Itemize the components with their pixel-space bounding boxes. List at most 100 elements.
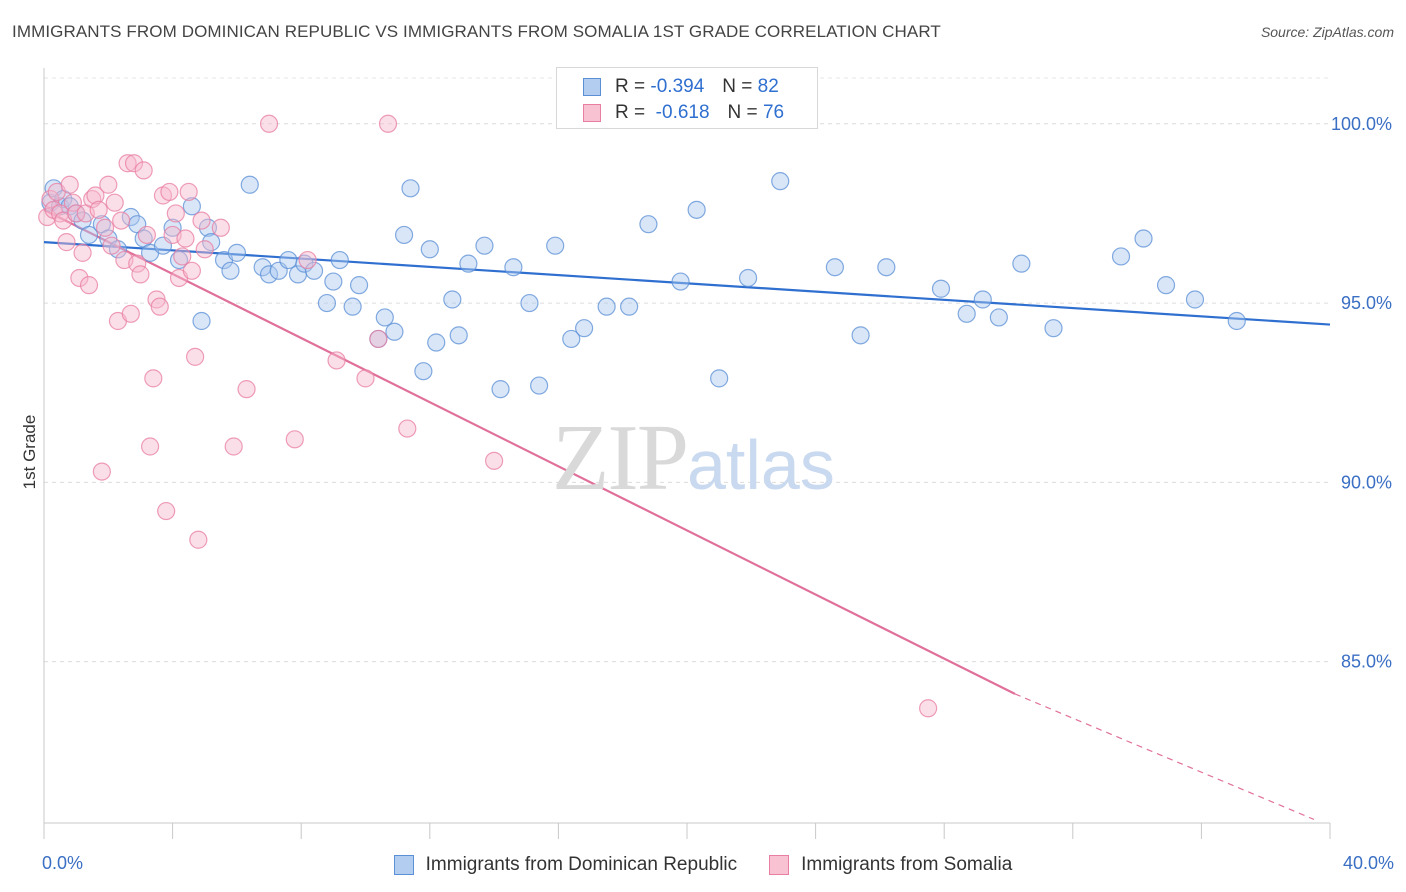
point-dominican <box>520 293 539 313</box>
legend-n-label: N = <box>727 102 758 123</box>
point-dominican <box>1044 319 1063 338</box>
point-dominican <box>973 290 992 309</box>
y-tick-label: 85.0% <box>1341 652 1392 672</box>
point-somalia <box>919 699 938 718</box>
point-dominican <box>304 261 324 280</box>
point-somalia <box>70 268 89 288</box>
point-dominican <box>427 333 446 352</box>
point-dominican <box>562 329 581 349</box>
point-dominican <box>575 319 594 338</box>
point-somalia <box>60 175 79 194</box>
point-dominican <box>877 258 896 277</box>
point-dominican <box>1134 229 1153 248</box>
point-dominican <box>671 272 690 291</box>
trend-line-somalia-extension <box>1014 693 1315 820</box>
point-dominican <box>825 258 844 277</box>
point-somalia <box>99 175 118 194</box>
point-dominican <box>324 272 343 291</box>
point-dominican <box>957 304 976 323</box>
point-dominican <box>414 362 433 381</box>
point-somalia <box>298 250 317 270</box>
point-somalia <box>95 218 115 237</box>
point-dominican <box>530 376 549 395</box>
trend-line-somalia <box>43 208 1016 695</box>
point-dominican <box>687 200 706 219</box>
legend-label-dominican: Immigrants from Dominican Republic <box>425 854 738 875</box>
correlation-legend: R = -0.394 N = 82 R = -0.618 N = 76 <box>556 67 818 129</box>
point-somalia <box>378 114 398 133</box>
legend-swatch-somalia <box>769 855 790 875</box>
point-dominican <box>459 254 478 273</box>
x-tick-label: 0.0% <box>42 853 83 873</box>
legend-swatch-dominican <box>583 78 601 96</box>
legend-swatch-somalia <box>583 104 601 122</box>
watermark: ZIPatlas <box>552 404 835 512</box>
point-dominican <box>1185 290 1205 309</box>
point-dominican <box>279 250 298 270</box>
point-somalia <box>485 451 504 470</box>
point-somalia <box>86 186 105 205</box>
point-somalia <box>160 182 179 202</box>
point-dominican <box>1227 311 1246 331</box>
legend-n-value: 82 <box>757 76 779 97</box>
point-somalia <box>89 200 108 219</box>
point-dominican <box>343 297 362 316</box>
legend-r-label: R = <box>615 102 646 123</box>
legend-r-label: R = <box>615 76 646 97</box>
legend-item-somalia[interactable]: Immigrants from Somalia <box>769 854 1012 876</box>
point-dominican <box>851 326 870 345</box>
point-dominican <box>1111 247 1131 266</box>
point-dominican <box>989 308 1008 327</box>
point-dominican <box>420 240 439 259</box>
point-somalia <box>134 161 153 180</box>
legend-label-somalia: Immigrants from Somalia <box>801 854 1013 875</box>
series-legend: Immigrants from Dominican Republic Immig… <box>0 851 1406 879</box>
point-somalia <box>224 437 243 456</box>
point-dominican <box>771 172 790 191</box>
point-somalia <box>179 182 198 202</box>
source-label[interactable]: Source: ZipAtlas.com <box>1260 24 1394 40</box>
point-dominican <box>79 225 99 245</box>
point-somalia <box>105 193 124 212</box>
watermark-atlas: atlas <box>687 426 835 504</box>
point-somalia <box>124 154 144 173</box>
point-dominican <box>546 236 565 255</box>
point-dominican <box>198 218 218 237</box>
point-somalia <box>57 233 76 252</box>
point-somalia <box>189 530 208 549</box>
legend-row-dominican: R = -0.394 N = 82 <box>583 75 779 99</box>
point-dominican <box>620 297 639 316</box>
point-dominican <box>475 236 494 255</box>
legend-item-dominican[interactable]: Immigrants from Dominican Republic <box>393 854 738 876</box>
point-somalia <box>63 193 83 212</box>
point-somalia <box>327 351 346 370</box>
point-dominican <box>295 254 314 273</box>
point-somalia <box>237 380 256 399</box>
point-dominican <box>491 380 510 399</box>
point-dominican <box>240 175 259 194</box>
point-dominican <box>349 276 369 295</box>
point-dominican <box>182 197 201 216</box>
point-somalia <box>79 276 99 295</box>
data-points <box>38 114 1246 718</box>
legend-row-somalia: R = -0.618 N = 76 <box>583 101 784 125</box>
trend-line-dominican <box>43 241 1331 326</box>
watermark-zip: ZIP <box>552 406 689 510</box>
point-dominican <box>401 179 420 198</box>
point-somalia <box>92 462 111 481</box>
point-somalia <box>67 204 86 223</box>
point-somalia <box>285 430 304 449</box>
point-dominican <box>163 218 182 237</box>
point-dominican <box>394 225 414 245</box>
point-dominican <box>385 322 404 341</box>
point-somalia <box>83 189 102 209</box>
point-somalia <box>137 225 156 245</box>
x-tick-label: 40.0% <box>1343 853 1394 873</box>
tick-labels: 85.0% 90.0% 95.0% 100.0% 0.0% 40.0% 1st Grade <box>20 114 1394 873</box>
point-dominican <box>504 258 523 277</box>
point-somalia <box>186 347 205 366</box>
point-dominican <box>738 268 758 288</box>
point-somalia <box>173 247 192 266</box>
point-dominican <box>1156 276 1176 295</box>
point-dominican <box>227 243 246 262</box>
